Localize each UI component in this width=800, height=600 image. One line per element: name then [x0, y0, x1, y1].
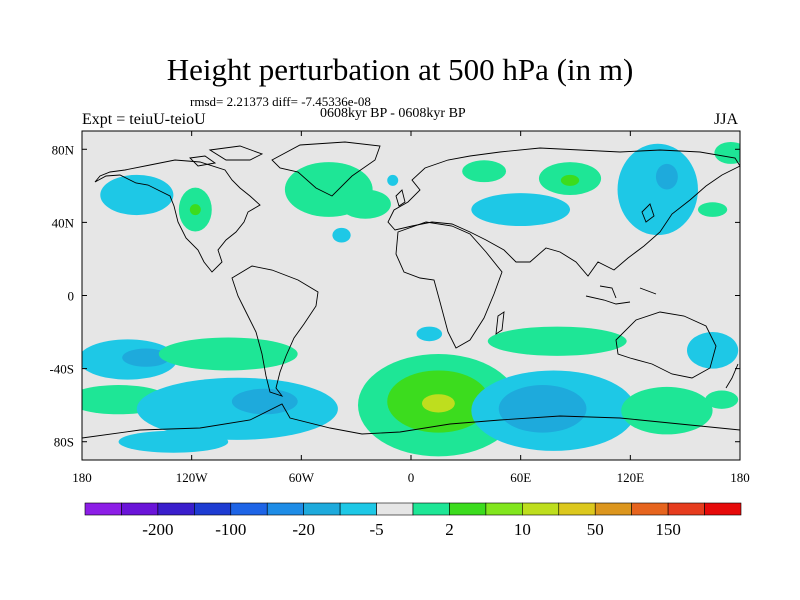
y-tick-label-3: -40S: [49, 362, 74, 377]
x-tick-label-1: 120W: [176, 470, 209, 485]
colorbar-box-10: [449, 502, 487, 516]
colorbar-box-2: [157, 502, 195, 516]
anomaly-region-14: [714, 141, 740, 164]
anomaly-region-6: [332, 227, 351, 243]
colorbar-box-8: [376, 502, 414, 516]
anomaly-region-18: [158, 337, 298, 371]
colorbar-box-0: [84, 502, 122, 516]
y-tick-label-0: 80N: [52, 142, 75, 157]
anomaly-region-21: [231, 388, 298, 415]
anomaly-region-22: [118, 430, 229, 453]
colorbar-box-12: [522, 502, 560, 516]
coast-greenland: [271, 141, 381, 197]
x-tick-label-4: 60E: [510, 470, 531, 485]
period-label: 0608kyr BP - 0608kyr BP: [320, 106, 466, 121]
anomaly-region-28: [498, 385, 587, 433]
anomaly-region-0: [100, 174, 174, 216]
coast-indonesia: [585, 285, 657, 305]
colorbar-label-1: -100: [215, 520, 246, 539]
colorbar-label-0: -200: [142, 520, 173, 539]
chart-title: Height perturbation at 500 hPa (in m): [166, 52, 634, 87]
coast-japan: [641, 203, 655, 223]
coast-north-america: [94, 159, 261, 273]
anomaly-region-26: [487, 326, 627, 356]
colorbar-box-11: [485, 502, 523, 516]
experiment-label: Expt = teiuU-teioU: [82, 111, 206, 128]
anomaly-region-8: [471, 193, 571, 227]
colorbar-box-5: [266, 502, 304, 516]
anomaly-region-12: [655, 163, 678, 190]
colorbar-box-15: [631, 502, 669, 516]
x-tick-label-5: 120E: [617, 470, 645, 485]
rmsd-diff-stats: rmsd= 2.21373 diff= -7.45336e-08: [190, 94, 371, 109]
colorbar-box-16: [667, 502, 705, 516]
anomaly-fields: [82, 141, 740, 457]
coast-eurasia: [387, 147, 740, 277]
colorbar-label-2: -20: [292, 520, 315, 539]
x-tick-label-6: 180: [730, 470, 750, 485]
y-tick-label-1: 40N: [52, 215, 75, 230]
coast-uk: [395, 189, 406, 207]
y-tick-label-4: 80S: [54, 435, 74, 450]
anomaly-region-2: [189, 204, 201, 216]
x-tick-label-3: 0: [408, 470, 415, 485]
y-tick-label-2: 0: [68, 289, 75, 304]
colorbar-box-17: [704, 502, 742, 516]
anomaly-region-13: [697, 202, 728, 217]
coast-south-america: [231, 265, 319, 397]
anomaly-region-4: [339, 189, 391, 219]
coast-africa: [395, 221, 503, 349]
colorbar-box-9: [412, 502, 450, 516]
anomaly-region-30: [686, 332, 739, 369]
colorbar-box-3: [194, 502, 232, 516]
x-tick-label-0: 180: [72, 470, 92, 485]
colorbar-label-7: 150: [655, 520, 681, 539]
colorbar: -200 -100 -20 -5 2 10 50 150: [84, 502, 742, 539]
anomaly-region-15: [416, 326, 443, 342]
colorbar-box-1: [121, 502, 159, 516]
anomaly-region-10: [560, 174, 580, 186]
coast-madagascar: [495, 311, 505, 335]
anomaly-region-5: [387, 174, 399, 186]
coastlines: [82, 141, 740, 439]
colorbar-label-6: 50: [587, 520, 604, 539]
coast-antarctica: [82, 403, 740, 439]
colorbar-box-7: [339, 502, 377, 516]
anomaly-region-29: [621, 386, 713, 435]
colorbar-label-3: -5: [369, 520, 383, 539]
anomaly-region-31: [705, 390, 739, 409]
coast-arctic-islands: [189, 145, 264, 167]
colorbar-label-4: 2: [445, 520, 454, 539]
anomaly-region-7: [462, 160, 507, 183]
coast-australia: [615, 311, 717, 379]
x-tick-label-2: 60W: [289, 470, 315, 485]
colorbar-box-4: [230, 502, 268, 516]
anomaly-region-25: [421, 394, 455, 413]
colorbar-box-14: [594, 502, 632, 516]
colorbar-label-5: 10: [514, 520, 531, 539]
anomaly-region-20: [136, 377, 338, 440]
axis-ticks: 180 120W 60W 0 60E 120E 180 80N 40N 0 -40S 80S: [49, 131, 750, 485]
season-label: JJA: [714, 111, 739, 128]
anomaly-region-17: [122, 348, 170, 367]
colorbar-box-6: [303, 502, 341, 516]
colorbar-box-13: [558, 502, 596, 516]
anomaly-region-11: [617, 143, 698, 236]
